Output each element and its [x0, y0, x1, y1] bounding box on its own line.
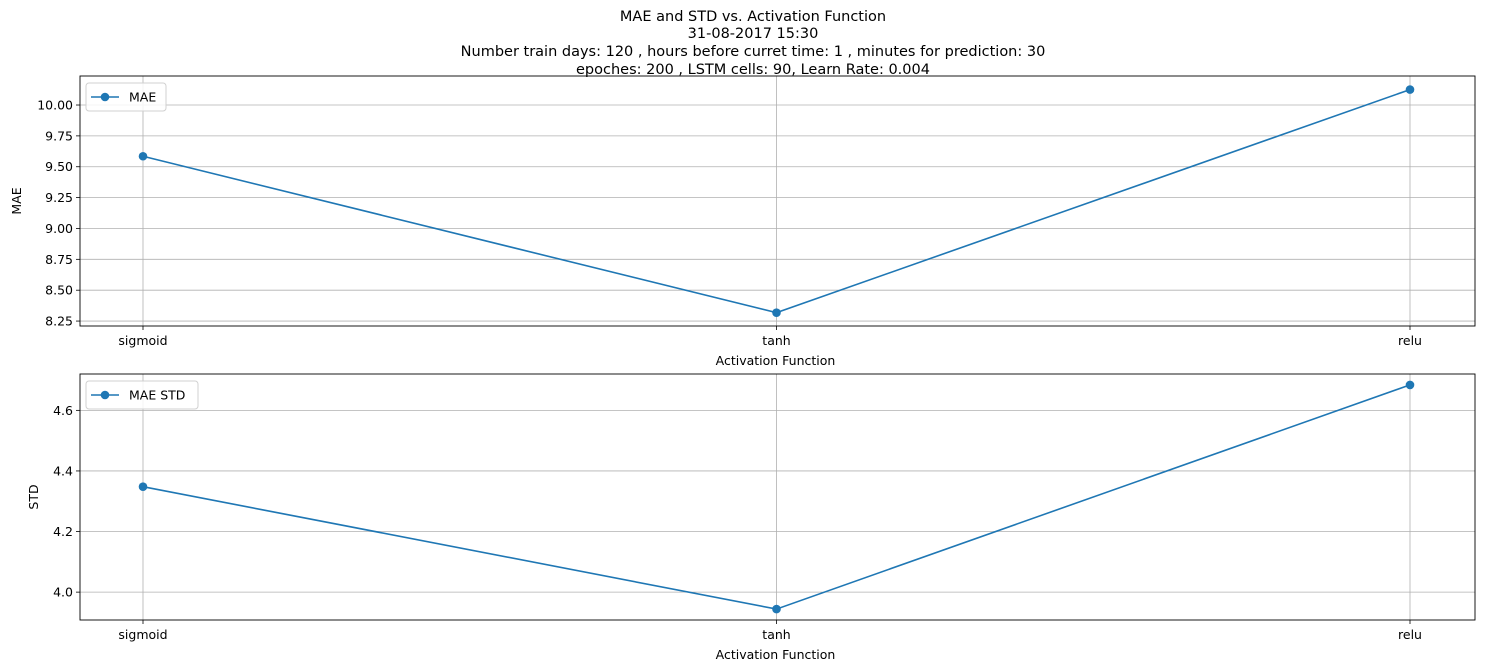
mae-xtick-label: relu: [1398, 333, 1422, 348]
std-data-point: [1405, 380, 1415, 390]
std-data-point: [772, 604, 781, 614]
std-ytick-label: 4.6: [53, 403, 73, 418]
std-legend-label: MAE STD: [129, 388, 185, 403]
std-ylabel: STD: [26, 484, 41, 509]
mae-ytick-label: 10.00: [37, 98, 73, 113]
std-xlabel: Activation Function: [716, 647, 836, 662]
mae-xtick-label: tanh: [762, 333, 790, 348]
mae-axes-frame: [79, 75, 1476, 327]
mae-ylabel: MAE: [9, 187, 24, 214]
mae-ytick-label: 9.25: [45, 190, 73, 205]
figure-title-line-2: 31-08-2017 15:30: [688, 26, 819, 42]
mae-subplot: sigmoid tanh relu 8.25 8.50 8.75 9.00 9.25 9.50 9…: [9, 75, 1476, 368]
mae-ytick-label: 9.75: [45, 128, 73, 143]
std-xtick-label: tanh: [762, 627, 790, 642]
mae-data-point: [1405, 85, 1415, 94]
std-ytick-label: 4.2: [53, 524, 73, 539]
mae-xtick-label: sigmoid: [118, 333, 167, 348]
std-axes-frame: [79, 373, 1476, 621]
std-legend-marker: [100, 390, 110, 400]
mae-legend-marker: [100, 92, 110, 102]
std-data-point: [138, 482, 148, 491]
mae-xlabel: Activation Function: [716, 353, 836, 368]
mae-ytick-label: 8.25: [45, 314, 73, 329]
std-ytick-label: 4.0: [53, 585, 73, 600]
mae-ytick-label: 9.00: [45, 221, 73, 236]
std-ytick-label: 4.4: [53, 463, 73, 478]
figure-title-line-1: MAE and STD vs. Activation Function: [620, 9, 886, 25]
mae-ytick-label: 8.50: [45, 283, 73, 298]
mae-data-point: [772, 308, 781, 317]
std-legend-box: [85, 380, 199, 410]
std-xtick-label: relu: [1398, 627, 1422, 642]
figure-title-line-3: Number train days: 120 , hours before cu…: [461, 44, 1046, 60]
mae-data-point: [138, 151, 148, 161]
figure-title-line-4: epoches: 200 , LSTM cells: 90, Learn Rat…: [576, 62, 930, 78]
mae-legend-box: [85, 82, 167, 112]
std-subplot: sigmoid tanh relu 4.0 4.2 4.4 4.6 Activation Fu…: [26, 373, 1476, 662]
mae-legend-label: MAE: [129, 90, 156, 105]
mae-ytick-label: 9.50: [45, 159, 73, 174]
mae-ytick-label: 8.75: [45, 252, 73, 267]
std-xtick-label: sigmoid: [118, 627, 167, 642]
